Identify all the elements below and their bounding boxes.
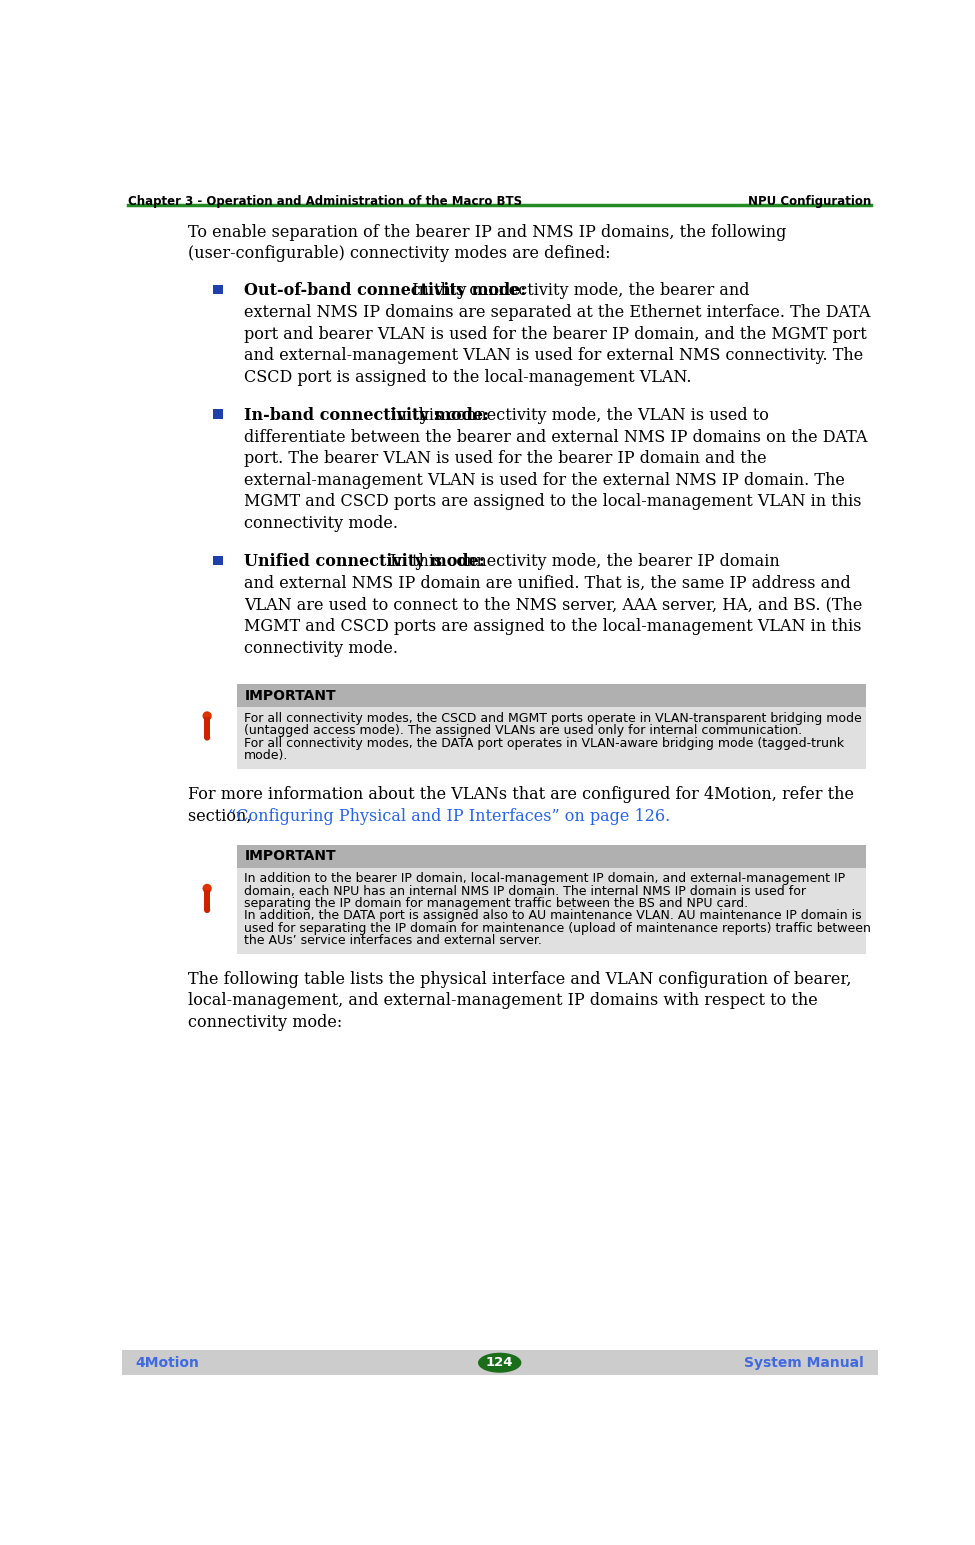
Text: NPU Configuration: NPU Configuration — [748, 195, 872, 209]
FancyBboxPatch shape — [122, 1350, 878, 1375]
FancyBboxPatch shape — [237, 868, 866, 953]
Text: IMPORTANT: IMPORTANT — [245, 850, 336, 864]
Text: section,: section, — [188, 808, 256, 825]
Text: Out-of-band connectivity mode:: Out-of-band connectivity mode: — [245, 283, 526, 300]
FancyBboxPatch shape — [214, 556, 222, 565]
FancyBboxPatch shape — [237, 684, 866, 708]
Text: CSCD port is assigned to the local-management VLAN.: CSCD port is assigned to the local-manag… — [245, 369, 692, 386]
Ellipse shape — [204, 734, 211, 740]
Text: In addition, the DATA port is assigned also to AU maintenance VLAN. AU maintenan: In addition, the DATA port is assigned a… — [245, 908, 862, 922]
Text: differentiate between the bearer and external NMS IP domains on the DATA: differentiate between the bearer and ext… — [245, 428, 868, 445]
Text: connectivity mode.: connectivity mode. — [245, 640, 399, 657]
Text: 4Motion: 4Motion — [136, 1355, 200, 1370]
Text: For more information about the VLANs that are configured for 4Motion, refer the: For more information about the VLANs tha… — [188, 786, 854, 803]
Text: IMPORTANT: IMPORTANT — [245, 689, 336, 703]
Text: local-management, and external-management IP domains with respect to the: local-management, and external-managemen… — [188, 992, 817, 1009]
Text: connectivity mode:: connectivity mode: — [188, 1014, 342, 1031]
Text: 124: 124 — [486, 1357, 514, 1369]
Text: separating the IP domain for management traffic between the BS and NPU card.: separating the IP domain for management … — [245, 898, 749, 910]
Text: In this connectivity mode, the bearer IP domain: In this connectivity mode, the bearer IP… — [385, 553, 780, 570]
Text: In this connectivity mode, the bearer and: In this connectivity mode, the bearer an… — [408, 283, 750, 300]
Text: external NMS IP domains are separated at the Ethernet interface. The DATA: external NMS IP domains are separated at… — [245, 304, 871, 321]
Text: used for separating the IP domain for maintenance (upload of maintenance reports: used for separating the IP domain for ma… — [245, 921, 872, 935]
Ellipse shape — [203, 884, 212, 893]
Ellipse shape — [478, 1353, 522, 1374]
FancyBboxPatch shape — [204, 890, 211, 910]
Text: port. The bearer VLAN is used for the bearer IP domain and the: port. The bearer VLAN is used for the be… — [245, 450, 767, 467]
FancyBboxPatch shape — [237, 708, 866, 769]
Text: In this connectivity mode, the VLAN is used to: In this connectivity mode, the VLAN is u… — [385, 408, 769, 425]
Text: mode).: mode). — [245, 749, 289, 762]
Text: To enable separation of the bearer IP and NMS IP domains, the following: To enable separation of the bearer IP an… — [188, 224, 786, 241]
Text: For all connectivity modes, the DATA port operates in VLAN-aware bridging mode (: For all connectivity modes, the DATA por… — [245, 737, 844, 749]
Text: For all connectivity modes, the CSCD and MGMT ports operate in VLAN-transparent : For all connectivity modes, the CSCD and… — [245, 712, 862, 725]
Text: (untagged access mode). The assigned VLANs are used only for internal communicat: (untagged access mode). The assigned VLA… — [245, 725, 802, 737]
Text: MGMT and CSCD ports are assigned to the local-management VLAN in this: MGMT and CSCD ports are assigned to the … — [245, 618, 862, 635]
Text: Unified connectivity mode:: Unified connectivity mode: — [245, 553, 486, 570]
Text: (user-configurable) connectivity modes are defined:: (user-configurable) connectivity modes a… — [188, 246, 610, 263]
FancyBboxPatch shape — [214, 284, 222, 294]
Text: System Manual: System Manual — [744, 1355, 864, 1370]
Text: and external-management VLAN is used for external NMS connectivity. The: and external-management VLAN is used for… — [245, 348, 864, 365]
Text: port and bearer VLAN is used for the bearer IP domain, and the MGMT port: port and bearer VLAN is used for the bea… — [245, 326, 867, 343]
Ellipse shape — [203, 711, 212, 720]
FancyBboxPatch shape — [204, 717, 211, 737]
Text: connectivity mode.: connectivity mode. — [245, 514, 399, 531]
Text: domain, each NPU has an internal NMS IP domain. The internal NMS IP domain is us: domain, each NPU has an internal NMS IP … — [245, 885, 806, 898]
FancyBboxPatch shape — [214, 409, 222, 419]
FancyBboxPatch shape — [237, 845, 866, 868]
Text: In-band connectivity mode:: In-band connectivity mode: — [245, 408, 489, 425]
Text: the AUs’ service interfaces and external server.: the AUs’ service interfaces and external… — [245, 933, 542, 947]
Text: Chapter 3 - Operation and Administration of the Macro BTS: Chapter 3 - Operation and Administration… — [128, 195, 523, 209]
Text: The following table lists the physical interface and VLAN configuration of beare: The following table lists the physical i… — [188, 970, 851, 987]
Text: “Configuring Physical and IP Interfaces” on page 126.: “Configuring Physical and IP Interfaces”… — [228, 808, 670, 825]
Ellipse shape — [204, 907, 211, 913]
Text: and external NMS IP domain are unified. That is, the same IP address and: and external NMS IP domain are unified. … — [245, 575, 851, 592]
Text: VLAN are used to connect to the NMS server, AAA server, HA, and BS. (The: VLAN are used to connect to the NMS serv… — [245, 596, 863, 613]
Text: In addition to the bearer IP domain, local-management IP domain, and external-ma: In addition to the bearer IP domain, loc… — [245, 873, 845, 885]
Text: external-management VLAN is used for the external NMS IP domain. The: external-management VLAN is used for the… — [245, 471, 845, 488]
Text: MGMT and CSCD ports are assigned to the local-management VLAN in this: MGMT and CSCD ports are assigned to the … — [245, 493, 862, 510]
